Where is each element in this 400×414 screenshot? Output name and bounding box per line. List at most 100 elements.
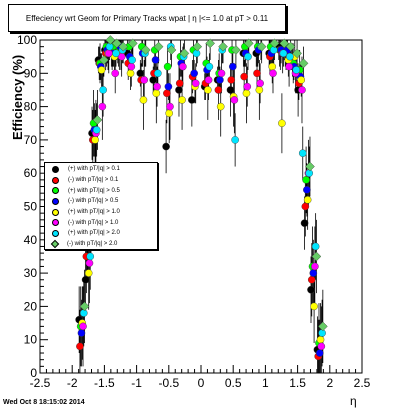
data-point [163,89,171,98]
x-tick-label: 0.5 [225,376,242,390]
legend-marker-0 [52,165,59,173]
timestamp: Wed Oct 8 18:15:02 2014 [3,399,85,406]
data-point [79,301,90,312]
data-point [112,49,120,58]
legend-entry: (+) with pT/|q| > 1.0 [45,207,157,218]
data-point [303,186,311,194]
data-point [230,96,239,104]
data-point [118,41,129,52]
legend-entry: (+) with pT/|q| > 2.0 [45,228,157,239]
data-point [204,86,212,94]
data-layer [75,35,328,373]
data-point [151,56,160,64]
data-point [99,55,109,65]
data-point [303,196,312,204]
data-point [86,252,95,261]
legend-marker-1 [52,176,59,184]
data-point [243,82,252,91]
x-tick-label: 0 [198,376,205,390]
data-point [269,46,278,54]
data-point [256,79,264,88]
data-point [111,69,120,78]
legend-label-3: (-) with pT/|q| > 0.5 [68,198,119,205]
data-point [84,269,93,277]
legend-marker-2 [52,187,59,195]
y-tick-label: 100 [17,33,37,47]
legend-entry: (+) with pT/|q| > 0.1 [45,164,157,175]
data-point [244,52,252,61]
data-point [298,86,306,94]
data-point [79,309,88,317]
data-point [240,72,248,81]
data-point [164,82,173,91]
data-point [175,86,183,94]
legend-marker-3 [52,197,59,205]
data-point [190,69,198,78]
data-point [300,219,309,227]
x-tick-label: -2.5 [30,376,51,390]
data-point [192,41,203,52]
data-point [292,48,302,59]
y-tick-label: 40 [24,233,38,247]
data-point [178,96,186,104]
data-point [111,38,122,49]
data-point [305,161,315,172]
data-point [166,102,174,111]
data-point [179,62,187,71]
data-point [292,66,301,74]
data-point [285,41,296,52]
legend-entry: (-) with pT/|q| > 1.0 [45,217,157,228]
legend-label-6: (+) with pT/|q| > 2.0 [68,230,120,237]
data-point [126,69,135,78]
data-point [305,169,313,177]
data-point [278,119,286,128]
data-point [307,275,316,284]
data-point [79,322,87,331]
legend-entry: (-) with pT/|q| > 0.5 [45,196,157,207]
data-point [92,115,103,125]
data-point [317,342,326,351]
legend: (+) with pT/|q| > 0.1 (-) with pT/|q| > … [44,162,158,250]
y-axis-label: Efficiency (%) [10,54,25,140]
data-point [301,202,310,211]
series-markers-6 [79,42,326,337]
data-point [98,102,107,111]
data-point [298,58,309,69]
data-point [163,62,172,71]
data-point [104,49,113,58]
y-tick-label: 90 [24,66,38,80]
x-tick-label: -2 [67,376,78,390]
chart-title: Effeciency wrt Geom for Primary Tracks w… [8,4,286,32]
data-point [311,262,319,271]
data-point [153,41,164,52]
y-tick-label: 0 [30,366,37,380]
legend-entry: (+) with pT/|q| > 0.5 [45,185,157,196]
x-tick-label: 1 [262,376,269,390]
data-point [140,45,151,55]
data-point [253,69,261,78]
x-tick-label: -1.5 [94,376,115,390]
y-tick-label: 20 [24,299,38,313]
data-point [77,329,86,337]
y-tick-label: 60 [24,166,38,180]
data-point [217,69,226,78]
legend-label-0: (+) with pT/|q| > 0.1 [68,166,120,173]
data-point [153,82,161,91]
data-point [136,69,145,78]
data-point [179,48,190,59]
data-point [128,56,136,64]
data-point [152,89,161,98]
data-point [242,89,251,98]
legend-label-4: (+) with pT/|q| > 1.0 [68,209,120,216]
data-point [285,62,293,71]
axes: -2.5 -2 -1.5 -1 -0.5 0 0.5 1 1.5 2 2.5 0 10 20 30 40 50 6… [17,33,371,390]
data-point [255,86,264,94]
x-tick-label: 1.5 [289,376,306,390]
data-point [127,62,136,71]
data-point [192,49,201,58]
data-point [204,76,213,84]
data-point [286,52,294,61]
y-tick-label: 80 [24,100,38,114]
y-tick-label: 10 [24,333,38,347]
